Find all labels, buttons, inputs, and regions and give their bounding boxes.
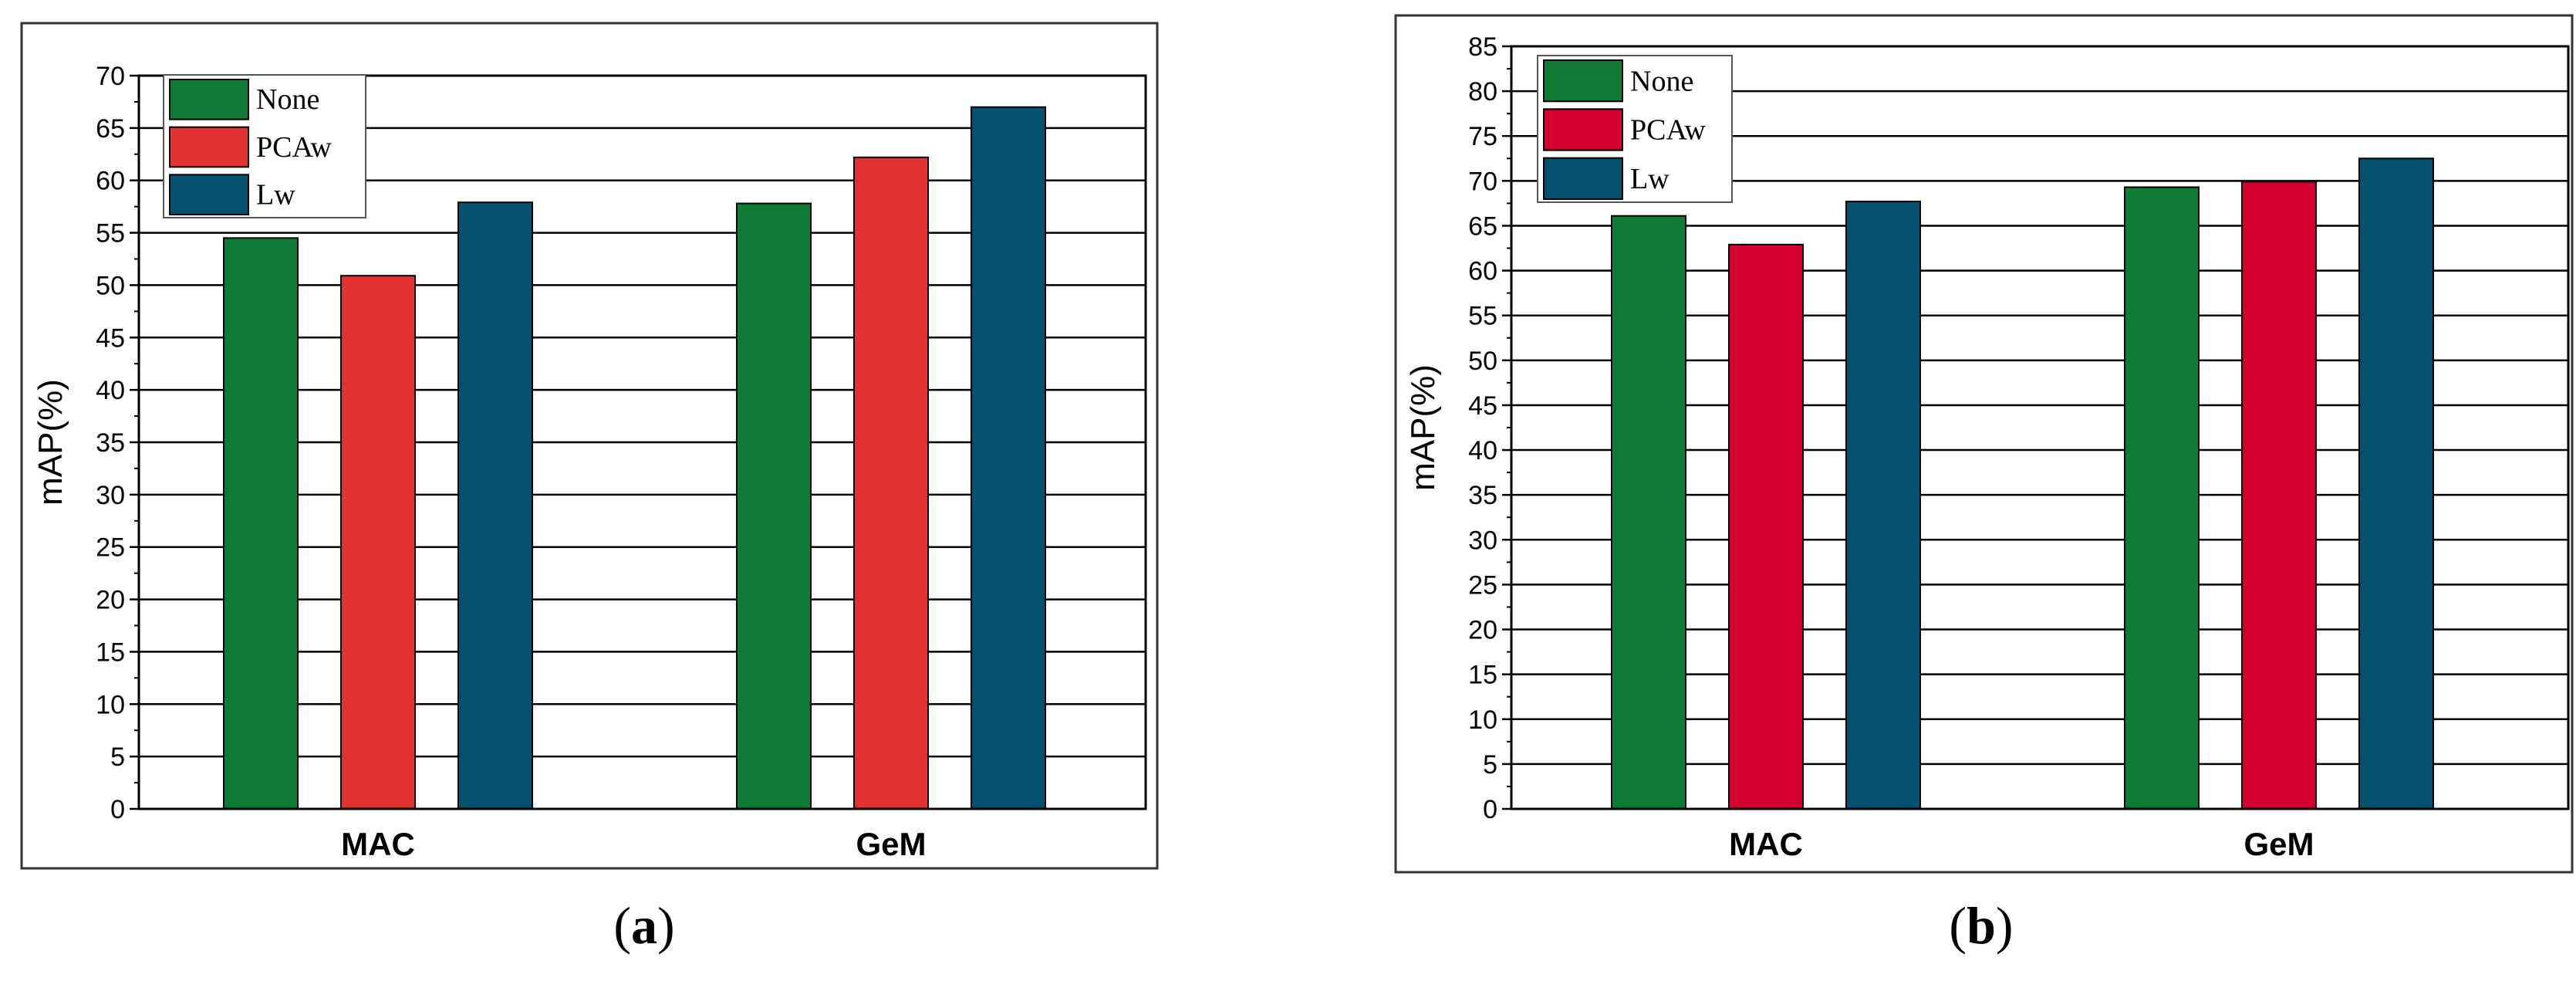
y-tick-label: 5 xyxy=(110,743,125,772)
plot-area xyxy=(1510,45,2570,810)
y-tick-label: 50 xyxy=(96,271,125,300)
y-tick-label: 70 xyxy=(96,62,125,91)
bar-lw-gem xyxy=(971,106,1046,810)
bar-none-mac xyxy=(223,237,299,810)
legend-label: PCAw xyxy=(256,131,332,164)
legend: None PCAw Lw xyxy=(163,74,366,218)
y-tick-label: 55 xyxy=(1468,302,1497,331)
y-tick-label: 30 xyxy=(96,481,125,510)
y-tick-label: 80 xyxy=(1468,77,1497,107)
y-tick-label: 35 xyxy=(1468,481,1497,510)
y-tick-label: 40 xyxy=(96,376,125,405)
legend-label: Lw xyxy=(256,179,295,211)
bar-none-mac xyxy=(1611,215,1686,810)
x-category-label: GeM xyxy=(2243,826,2314,862)
bar-chart-a: 0 5 10 15 20 25 30 35 40 45 50 55 60 65 70 MAC GeM mAP(%)… xyxy=(20,22,1159,870)
y-tick-label: 70 xyxy=(1468,167,1497,196)
y-axis-label: mAP(%) xyxy=(32,379,69,506)
legend-label: None xyxy=(1630,65,1693,97)
legend-swatch xyxy=(169,126,249,168)
bar-pcaw-mac xyxy=(340,275,416,810)
y-tick-label: 0 xyxy=(110,795,125,824)
y-tick-label: 55 xyxy=(96,219,125,249)
y-tick-label: 75 xyxy=(1468,122,1497,151)
y-tick-label: 60 xyxy=(1468,257,1497,286)
plot-area xyxy=(137,74,1147,810)
x-category-label: MAC xyxy=(341,826,415,862)
legend-swatch xyxy=(169,174,249,215)
legend-label: None xyxy=(256,83,319,116)
y-tick-label: 30 xyxy=(1468,526,1497,555)
y-tick-label: 20 xyxy=(1468,616,1497,645)
bar-chart-b: 0 5 10 15 20 25 30 35 40 45 50 55 60 65 70 75 80 85 MAC GeM… xyxy=(1394,14,2574,874)
bars xyxy=(1611,157,2434,810)
bar-pcaw-gem xyxy=(853,156,929,810)
legend-label: PCAw xyxy=(1630,114,1706,147)
legend: None PCAw Lw xyxy=(1537,55,1733,203)
y-tick-label: 25 xyxy=(96,533,125,563)
y-axis-ticks: 0 5 10 15 20 25 30 35 40 45 50 55 60 65 70 xyxy=(96,62,139,824)
bar-none-gem xyxy=(736,202,812,810)
y-tick-label: 15 xyxy=(96,638,125,667)
y-tick-label: 85 xyxy=(1468,32,1497,62)
bar-lw-mac xyxy=(457,201,533,810)
y-tick-label: 15 xyxy=(1468,661,1497,690)
legend-swatch xyxy=(1543,108,1623,151)
caption-a: (a) xyxy=(613,896,675,955)
x-category-label: MAC xyxy=(1729,826,1803,862)
y-tick-label: 25 xyxy=(1468,570,1497,600)
bar-pcaw-mac xyxy=(1728,243,1804,810)
y-tick-label: 60 xyxy=(96,167,125,196)
y-tick-label: 20 xyxy=(96,586,125,615)
y-axis-ticks: 0 5 10 15 20 25 30 35 40 45 50 55 60 65 70 75 80 85 xyxy=(1468,32,1511,824)
legend-swatch xyxy=(169,79,249,120)
y-tick-label: 45 xyxy=(96,323,125,353)
y-tick-label: 10 xyxy=(96,690,125,719)
chart-panel-a: 0 5 10 15 20 25 30 35 40 45 50 55 60 65 70 MAC GeM mAP(%)… xyxy=(0,0,1288,994)
y-tick-label: 45 xyxy=(1468,391,1497,421)
y-tick-label: 50 xyxy=(1468,347,1497,376)
y-tick-label: 65 xyxy=(96,114,125,144)
legend-swatch xyxy=(1543,157,1623,201)
y-tick-label: 5 xyxy=(1483,750,1497,780)
bar-none-gem xyxy=(2124,186,2200,810)
chart-panel-b: 0 5 10 15 20 25 30 35 40 45 50 55 60 65 70 75 80 85 MAC GeM… xyxy=(1288,0,2576,994)
legend-label: Lw xyxy=(1630,163,1670,195)
caption-b: (b) xyxy=(1949,896,2014,955)
bar-lw-mac xyxy=(1845,201,1921,810)
y-tick-label: 65 xyxy=(1468,211,1497,241)
y-axis-label: mAP(%) xyxy=(1404,364,1442,491)
x-category-label: GeM xyxy=(856,826,926,862)
y-tick-label: 35 xyxy=(96,428,125,458)
y-tick-label: 10 xyxy=(1468,705,1497,735)
y-tick-label: 40 xyxy=(1468,436,1497,465)
bar-lw-gem xyxy=(2358,157,2434,810)
y-tick-label: 0 xyxy=(1483,795,1497,824)
bar-pcaw-gem xyxy=(2241,181,2317,810)
legend-swatch xyxy=(1543,59,1623,103)
bars xyxy=(223,106,1046,810)
